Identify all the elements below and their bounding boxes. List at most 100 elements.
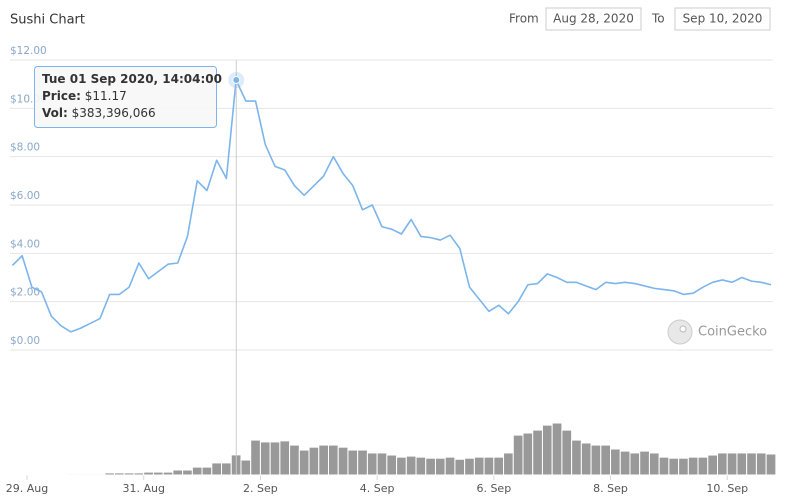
hover-point — [232, 76, 241, 85]
to-input[interactable]: Sep 10, 2020 — [674, 7, 771, 31]
volume-bar — [172, 469, 184, 476]
x-tick-label: 10. Sep — [706, 482, 748, 495]
volume-bar — [493, 456, 505, 476]
volume-bar — [133, 472, 145, 476]
volume-bar — [162, 471, 174, 476]
volume-bar — [746, 452, 757, 476]
volume-bar — [337, 446, 349, 476]
volume-bar — [308, 446, 320, 476]
volume-bar — [75, 473, 86, 476]
watermark-logo — [667, 319, 693, 345]
volume-bar — [269, 441, 281, 476]
from-box[interactable] — [545, 7, 642, 31]
from-date[interactable]: Aug 28, 2020 — [553, 12, 634, 26]
volume-bar — [434, 457, 446, 476]
volume-bar — [590, 444, 602, 476]
tooltip-text: Vol: — [42, 106, 68, 120]
volume-bar — [65, 473, 77, 476]
from-label: From — [509, 12, 539, 26]
tooltip-line: Price: $11.17 — [42, 89, 127, 103]
volume-bar — [483, 456, 495, 476]
volume-bar — [454, 458, 466, 476]
to-box[interactable] — [674, 7, 771, 31]
volume-bar — [697, 456, 709, 476]
volume-bar — [123, 472, 135, 476]
volume-bar — [619, 450, 631, 476]
volume-bar — [629, 452, 641, 476]
volume-bar — [250, 439, 261, 476]
tooltip-text: Tue 01 Sep 2020, 14:04:00 — [42, 72, 222, 86]
to-date[interactable]: Sep 10, 2020 — [683, 12, 763, 26]
volume-bar — [687, 456, 699, 476]
tooltip-line: Vol: $383,396,066 — [42, 106, 156, 120]
volume-bar — [522, 432, 534, 476]
volume-bar — [600, 444, 612, 476]
volume-bar — [211, 462, 223, 476]
x-tick-label: 29. Aug — [6, 482, 48, 495]
volume-bar — [551, 422, 563, 476]
volume-bar — [318, 444, 330, 476]
y-tick-label: $12.00 — [10, 45, 47, 57]
volume-bar — [532, 429, 543, 476]
tooltip-text: $383,396,066 — [72, 106, 156, 120]
volume-bar — [610, 448, 621, 476]
volume-bar — [658, 456, 670, 476]
volume-bar — [464, 457, 475, 476]
volume-bar — [755, 452, 767, 476]
y-tick-label: $6.00 — [10, 190, 40, 202]
volume-bar — [366, 452, 378, 476]
volume-bar — [104, 472, 116, 476]
volume-bar — [561, 429, 573, 476]
volume-bar — [143, 471, 154, 476]
volume-bar — [648, 452, 660, 476]
x-tick-label: 4. Sep — [360, 482, 395, 495]
y-tick-label: $8.00 — [10, 142, 40, 154]
volume-bar — [279, 440, 291, 476]
y-tick-label: $0.00 — [10, 335, 40, 347]
volume-bar — [45, 473, 57, 476]
volume-bar — [36, 473, 47, 476]
volume-bar — [201, 466, 213, 476]
volume-bar — [503, 452, 514, 476]
volume-bar — [357, 449, 368, 476]
volume-bar — [386, 454, 398, 476]
volume-bar — [94, 473, 106, 476]
volume-bar — [425, 457, 436, 476]
x-tick-label: 31. Aug — [122, 482, 164, 495]
volume-bar — [717, 452, 728, 476]
volume-bar — [726, 452, 738, 476]
volume-bar — [707, 454, 719, 476]
volume-bar — [736, 452, 748, 476]
tooltip-box — [34, 66, 217, 128]
from-input[interactable]: Aug 28, 2020 — [545, 7, 642, 31]
volume-bar — [405, 455, 417, 476]
price-line — [11, 79, 772, 333]
y-tick-label: $4.00 — [10, 238, 40, 250]
volume-bar — [512, 434, 524, 476]
volume-bar — [396, 456, 407, 476]
volume-bar — [289, 444, 300, 476]
tooltip-line: Tue 01 Sep 2020, 14:04:00 — [42, 72, 222, 86]
volume-bar — [7, 473, 18, 476]
to-label: To — [651, 12, 665, 26]
volume-bar — [152, 471, 164, 476]
volume-bar — [16, 473, 28, 476]
volume-bar — [328, 444, 339, 476]
volume-bar — [298, 449, 310, 476]
volume-bar — [580, 442, 592, 476]
volume-bar — [765, 453, 777, 476]
volume-bar — [473, 456, 485, 476]
tooltip: Tue 01 Sep 2020, 14:04:00 Price: $11.17 … — [34, 66, 222, 128]
volume-bar — [571, 439, 582, 476]
watermark-eye — [679, 325, 687, 333]
volume-bar — [347, 449, 359, 476]
volume-bar — [639, 450, 650, 476]
volume-bar — [541, 424, 553, 476]
watermark: CoinGecko — [667, 319, 767, 345]
volume-bar — [114, 472, 125, 476]
tooltip-text: Price: — [42, 89, 81, 103]
volume-bar — [55, 473, 67, 476]
volume-bar — [26, 473, 38, 476]
volume-bar — [182, 469, 193, 476]
